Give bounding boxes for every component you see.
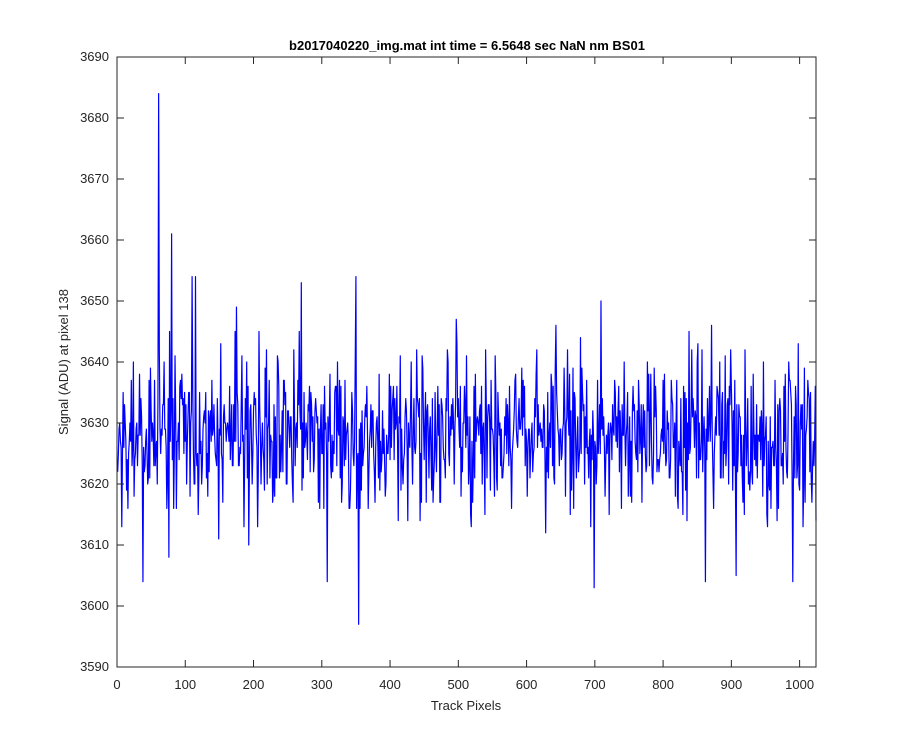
y-tick-label: 3680: [80, 110, 109, 125]
y-tick-label: 3670: [80, 171, 109, 186]
y-tick-label: 3660: [80, 232, 109, 247]
x-tick-label: 200: [243, 677, 265, 692]
x-tick-label: 600: [516, 677, 538, 692]
plot-area: 0 100 200 300 400 500 600 700 800 900 1000 3590 360…: [80, 49, 817, 692]
y-tick-label: 3690: [80, 49, 109, 64]
x-tick-label: 0: [113, 677, 120, 692]
y-tick-label: 3590: [80, 659, 109, 674]
y-tick-label: 3610: [80, 537, 109, 552]
series-line: [117, 93, 817, 625]
x-tick-label: 900: [721, 677, 743, 692]
y-tick-label: 3600: [80, 598, 109, 613]
x-tick-label: 500: [447, 677, 469, 692]
y-ticks: 3590 3600 3610 3620 3630 3640 3650 3660 3670 3680…: [80, 49, 816, 674]
x-tick-label: 400: [379, 677, 401, 692]
y-tick-label: 3650: [80, 293, 109, 308]
y-tick-label: 3630: [80, 415, 109, 430]
series-layer: [117, 93, 817, 625]
x-axis-label: Track Pixels: [431, 698, 502, 713]
x-tick-label: 800: [652, 677, 674, 692]
x-tick-label: 700: [584, 677, 606, 692]
x-tick-label: 1000: [785, 677, 814, 692]
y-tick-label: 3640: [80, 354, 109, 369]
y-axis-label: Signal (ADU) at pixel 138: [56, 289, 71, 435]
chart-title: b2017040220_img.mat int time = 6.5648 se…: [289, 38, 645, 53]
y-tick-label: 3620: [80, 476, 109, 491]
x-tick-label: 300: [311, 677, 333, 692]
x-tick-label: 100: [174, 677, 196, 692]
x-ticks: 0 100 200 300 400 500 600 700 800 900 1000: [113, 57, 814, 692]
